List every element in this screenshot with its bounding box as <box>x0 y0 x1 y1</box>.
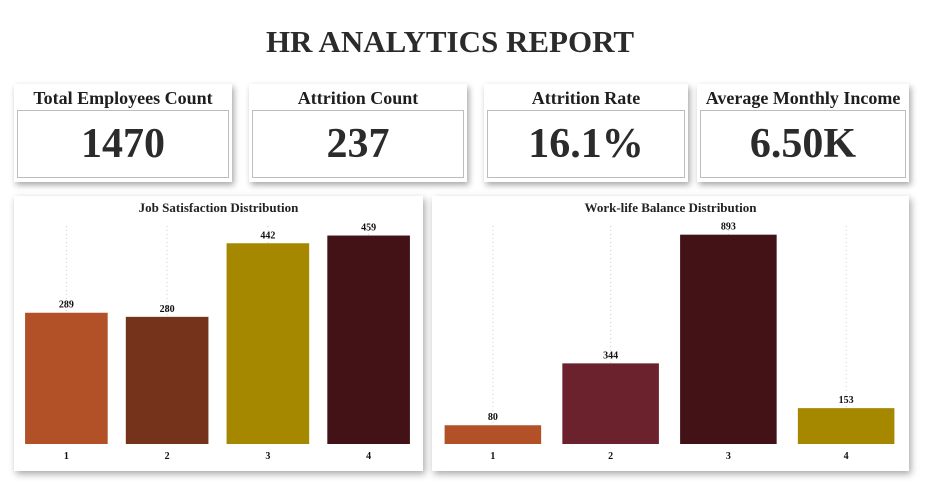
data-label: 344 <box>603 350 618 361</box>
report-title: HR ANALYTICS REPORT <box>265 24 635 59</box>
job-satisfaction-chart: 289 1 280 2 442 3 459 4 <box>25 223 410 462</box>
bar <box>562 363 659 444</box>
x-tick-label: 4 <box>366 451 371 462</box>
work-life-balance-chart-panel: Work-life Balance Distribution 80 1 344 2 89… <box>432 196 909 471</box>
kpi-value: 16.1% <box>487 110 685 178</box>
data-label: 80 <box>488 412 498 423</box>
bar <box>125 316 209 444</box>
x-tick-label: 3 <box>726 451 731 462</box>
data-label: 893 <box>721 222 736 233</box>
x-tick-label: 3 <box>265 451 270 462</box>
bar <box>444 425 542 444</box>
kpi-label: Total Employees Count <box>33 88 213 108</box>
x-tick-label: 2 <box>608 451 613 462</box>
chart-title: Job Satisfaction Distribution <box>138 200 299 215</box>
bar <box>327 235 410 444</box>
job-satisfaction-chart-panel: Job Satisfaction Distribution 289 1 280 2 44… <box>14 196 423 471</box>
chart-title: Work-life Balance Distribution <box>584 200 757 215</box>
x-tick-label: 4 <box>844 451 849 462</box>
bar <box>226 243 310 444</box>
kpi-card-total-employees: Total Employees Count 1470 <box>14 84 232 182</box>
kpi-value: 237 <box>252 110 464 178</box>
kpi-value: 1470 <box>17 110 229 178</box>
bar <box>797 408 895 444</box>
kpi-label: Attrition Rate <box>531 88 641 108</box>
data-label: 280 <box>160 304 175 315</box>
kpi-label: Average Monthly Income <box>705 88 901 108</box>
bar <box>680 234 777 444</box>
x-tick-label: 1 <box>64 451 69 462</box>
kpi-label: Attrition Count <box>297 88 419 108</box>
data-label: 289 <box>59 300 74 311</box>
x-tick-label: 1 <box>490 451 495 462</box>
kpi-value: 6.50K <box>700 110 906 178</box>
x-tick-label: 2 <box>165 451 170 462</box>
kpi-card-attrition-rate: Attrition Rate 16.1% <box>484 84 688 182</box>
bar <box>25 312 108 444</box>
kpi-card-attrition-count: Attrition Count 237 <box>249 84 467 182</box>
kpi-card-average-monthly-income: Average Monthly Income 6.50K <box>697 84 909 182</box>
data-label: 459 <box>361 223 376 234</box>
data-label: 153 <box>839 395 854 406</box>
data-label: 442 <box>260 230 275 241</box>
work-life-balance-chart: 80 1 344 2 893 3 153 4 <box>444 222 895 462</box>
